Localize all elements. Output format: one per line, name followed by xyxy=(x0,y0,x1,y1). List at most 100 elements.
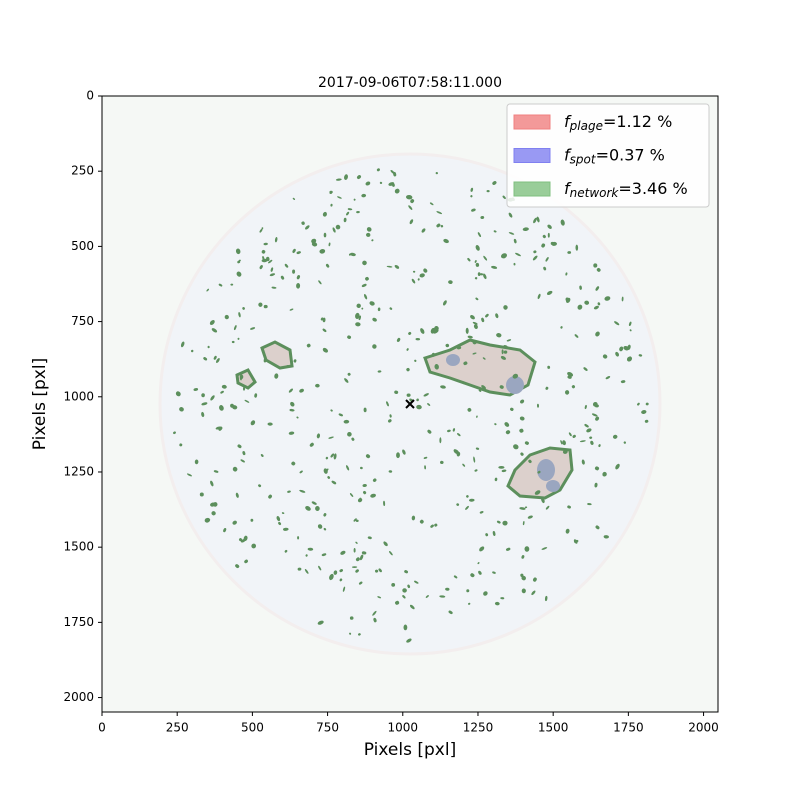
network-patch xyxy=(573,539,578,544)
network-patch xyxy=(319,248,326,254)
legend-label: fnetwork=3.46 % xyxy=(564,179,688,200)
network-patch xyxy=(544,595,548,602)
network-patch xyxy=(355,557,360,562)
network-patch xyxy=(421,228,426,233)
network-patch xyxy=(306,343,311,348)
network-patch xyxy=(347,372,351,376)
network-patch xyxy=(335,224,341,230)
network-patch xyxy=(416,404,422,410)
network-patch xyxy=(365,454,371,459)
network-patch xyxy=(579,440,586,443)
network-patch xyxy=(375,569,379,573)
network-patch xyxy=(379,181,383,185)
network-patch xyxy=(320,317,324,321)
network-patch xyxy=(513,262,516,266)
network-patch xyxy=(250,327,256,330)
network-patch xyxy=(440,385,446,389)
spot xyxy=(506,376,524,394)
network-patch xyxy=(470,187,474,192)
network-patch xyxy=(471,208,476,212)
network-patch xyxy=(233,325,237,331)
network-patch xyxy=(434,364,439,370)
network-patch xyxy=(239,538,242,542)
network-patch xyxy=(560,326,563,329)
network-patch xyxy=(211,511,216,516)
network-patch xyxy=(402,595,406,599)
network-patch xyxy=(284,263,289,268)
network-patch xyxy=(287,490,291,493)
network-patch xyxy=(323,232,327,238)
network-patch xyxy=(445,343,450,348)
network-patch xyxy=(456,346,462,350)
network-patch xyxy=(359,554,364,561)
network-patch xyxy=(439,595,446,598)
network-patch xyxy=(402,449,406,455)
network-patch xyxy=(612,434,618,439)
network-patch xyxy=(623,441,627,444)
legend-value: =3.46 % xyxy=(618,179,687,198)
network-patch xyxy=(215,426,222,430)
network-patch xyxy=(470,573,475,578)
network-patch xyxy=(305,554,308,557)
network-patch xyxy=(263,357,267,363)
network-patch xyxy=(206,288,209,292)
network-patch xyxy=(501,469,507,473)
network-patch xyxy=(590,440,594,445)
network-patch xyxy=(595,525,600,530)
network-patch xyxy=(584,404,587,410)
network-patch xyxy=(261,227,264,230)
network-patch xyxy=(508,212,513,218)
network-patch xyxy=(240,539,246,543)
network-patch xyxy=(409,219,414,225)
network-patch xyxy=(301,221,305,225)
network-patch xyxy=(201,402,208,406)
legend-value: =1.12 % xyxy=(603,112,672,131)
network-patch xyxy=(431,352,436,357)
network-patch xyxy=(322,317,326,323)
network-patch xyxy=(304,568,309,574)
network-patch xyxy=(311,242,318,247)
network-patch xyxy=(383,541,388,547)
network-patch xyxy=(373,617,377,623)
center-marker xyxy=(405,399,415,409)
network-patch xyxy=(408,205,413,210)
network-patch xyxy=(598,444,601,448)
network-patch xyxy=(235,492,239,498)
network-patch xyxy=(213,470,219,473)
network-patch xyxy=(349,632,352,635)
network-patch xyxy=(462,381,465,385)
network-patch xyxy=(637,402,640,406)
network-patch xyxy=(362,483,367,488)
network-patch xyxy=(259,228,263,233)
network-patch xyxy=(463,361,468,366)
network-patch xyxy=(351,437,355,441)
network-patch xyxy=(483,591,488,596)
network-patch xyxy=(270,267,274,272)
network-patch xyxy=(357,498,363,503)
network-patch xyxy=(410,199,415,204)
network-patch xyxy=(589,436,593,439)
network-patch xyxy=(175,391,181,397)
network-patch xyxy=(274,373,279,379)
network-patch xyxy=(533,577,537,582)
network-patch xyxy=(223,527,227,533)
network-patch xyxy=(263,242,268,246)
network-patch xyxy=(292,269,296,274)
network-patch xyxy=(502,195,506,200)
region xyxy=(235,368,257,390)
y-tick-label: 500 xyxy=(71,239,94,253)
network-patch xyxy=(262,256,265,261)
network-patch xyxy=(510,407,514,411)
network-patch xyxy=(328,242,331,247)
y-tick-label: 1250 xyxy=(63,464,94,478)
network-patch xyxy=(567,371,574,377)
network-patch xyxy=(477,272,481,276)
network-patch xyxy=(296,416,299,419)
network-patch xyxy=(567,375,572,379)
network-patch xyxy=(474,260,477,263)
network-patch xyxy=(281,512,285,515)
network-patch xyxy=(406,367,410,372)
network-patch xyxy=(230,403,234,408)
legend-symbol: f xyxy=(564,179,572,198)
network-patch xyxy=(453,575,458,579)
